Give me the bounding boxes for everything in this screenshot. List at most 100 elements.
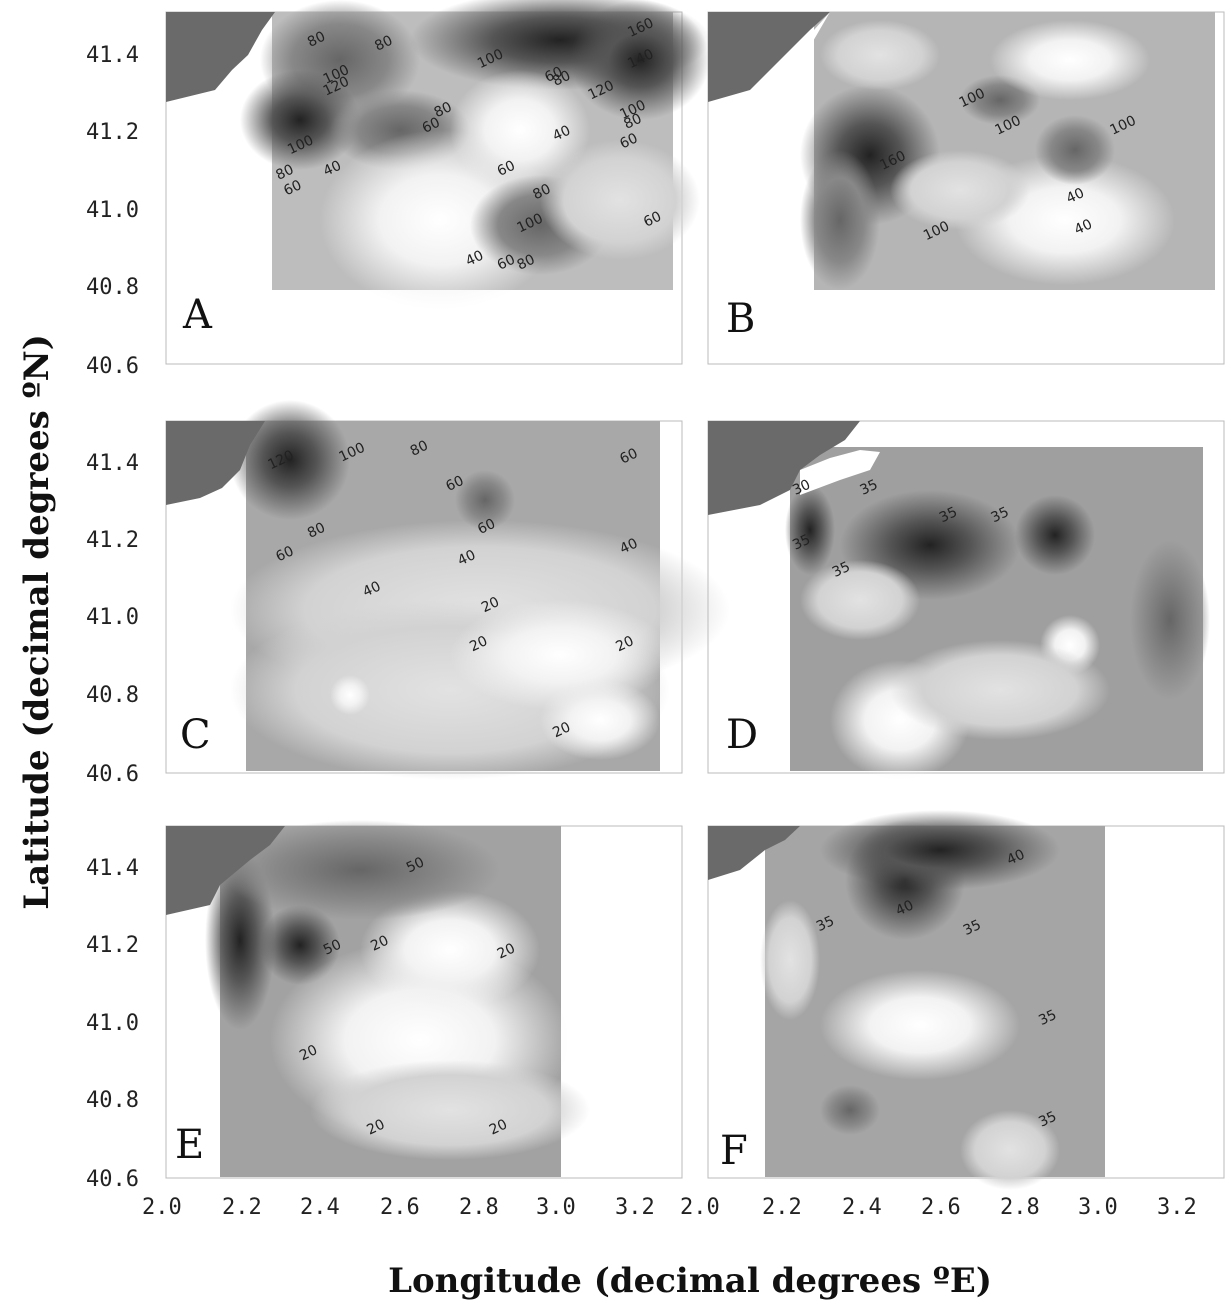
x-tick-label: 2.2	[222, 1195, 262, 1220]
panel-b-shade	[890, 150, 1030, 230]
y-tick-label: 40.6	[86, 1167, 139, 1192]
contour-label: 60	[542, 64, 565, 86]
x-tick-label: 2.4	[300, 1195, 340, 1220]
contour-label: 80	[515, 252, 538, 274]
y-tick-label: 41.4	[86, 451, 139, 476]
y-tick-label: 41.0	[86, 198, 139, 223]
panel-a	[165, 0, 710, 365]
panel-d-shade	[1130, 540, 1210, 700]
panel-d-shade	[800, 560, 920, 640]
contour-label: 40	[1064, 185, 1087, 207]
contour-label: 80	[621, 111, 644, 133]
panel-e-land	[166, 826, 285, 915]
y-tick-label: 41.4	[86, 856, 139, 881]
x-tick-label: 2.8	[459, 1195, 499, 1220]
contour-label: 35	[937, 504, 960, 526]
y-axis-title: Latitude (decimal degrees ºN)	[17, 334, 57, 910]
panel-b-shade	[820, 20, 940, 90]
x-axis-ticks: 2.0 2.2 2.4 2.6 2.8 3.0 3.2 2.0 2.2 2.4 …	[142, 1195, 1197, 1220]
contour-label: 60	[420, 115, 443, 137]
panel-f-shade	[960, 1110, 1060, 1190]
panel-c-land	[166, 421, 265, 505]
x-axis-title: Longitude (decimal degrees ºE)	[388, 1261, 992, 1301]
panel-f-shade	[820, 810, 1060, 890]
contour-label: 40	[550, 123, 573, 145]
contour-label: 20	[368, 933, 391, 955]
contour-label: 40	[1072, 216, 1095, 238]
panel-a-shade	[240, 70, 360, 170]
contour-label: 40	[617, 535, 640, 557]
x-tick-label: 3.2	[1157, 1195, 1197, 1220]
contour-label: 20	[550, 719, 573, 741]
panel-label-d: D	[726, 712, 758, 758]
y-tick-label: 40.6	[86, 354, 139, 379]
contour-label: 20	[297, 1042, 320, 1064]
contour-label: 60	[281, 177, 304, 199]
contour-label: 60	[617, 445, 640, 467]
contour-label: 35	[858, 477, 881, 499]
panel-f	[707, 810, 1225, 1190]
contour-label: 20	[487, 1116, 510, 1138]
contour-label: 35	[830, 559, 853, 581]
x-tick-label: 3.0	[536, 1195, 576, 1220]
panel-d-land	[708, 421, 860, 515]
x-tick-label: 2.0	[680, 1195, 720, 1220]
contour-label: 50	[404, 854, 427, 876]
x-tick-label: 2.0	[142, 1195, 182, 1220]
panel-label-a: A	[182, 292, 213, 338]
contour-label: 20	[467, 633, 490, 655]
contour-label: 20	[364, 1116, 387, 1138]
contour-label: 40	[321, 158, 344, 180]
contour-label: 40	[1004, 847, 1027, 869]
y-tick-label: 41.0	[86, 605, 139, 630]
panel-c-shade	[230, 400, 350, 520]
y-tick-label: 41.2	[86, 120, 139, 145]
panel-a-shade	[570, 0, 710, 120]
contour-label: 60	[443, 473, 466, 495]
contour-label: 20	[613, 633, 636, 655]
contour-label: 60	[273, 543, 296, 565]
panel-label-f: F	[720, 1128, 748, 1174]
contour-label: 35	[961, 917, 984, 939]
contour-label: 35	[1036, 1109, 1059, 1131]
contour-label: 60	[475, 516, 498, 538]
contour-label: 35	[814, 913, 837, 935]
contour-label: 60	[641, 209, 664, 231]
panel-d-shade	[1015, 495, 1095, 575]
panel-label-b: B	[726, 296, 755, 342]
x-tick-label: 3.2	[615, 1195, 655, 1220]
contour-label: 80	[273, 162, 296, 184]
panel-a-shade	[450, 70, 590, 190]
panel-c-shade	[455, 470, 515, 530]
contour-label: 20	[479, 594, 502, 616]
panel-d-shade	[890, 640, 1110, 740]
contour-label: 80	[550, 68, 573, 90]
panel-b-shade	[1035, 115, 1115, 185]
y-tick-label: 40.6	[86, 762, 139, 787]
panel-c-shade	[330, 675, 370, 715]
y-tick-label: 41.2	[86, 933, 139, 958]
y-tick-label: 41.2	[86, 528, 139, 553]
contour-label: 35	[790, 532, 813, 554]
y-tick-label: 41.0	[86, 1011, 139, 1036]
panel-a-land	[166, 12, 275, 102]
contour-label: 60	[495, 252, 518, 274]
contour-label: 80	[530, 181, 553, 203]
contour-label: 30	[790, 477, 813, 499]
panel-c	[165, 400, 730, 780]
x-tick-label: 2.6	[380, 1195, 420, 1220]
contour-label: 40	[455, 547, 478, 569]
panel-e-shade	[260, 905, 340, 985]
panel-d-coast-fill	[800, 450, 880, 495]
y-tick-label: 40.8	[86, 683, 139, 708]
contour-label: 50	[321, 937, 344, 959]
contour-label: 35	[989, 504, 1012, 526]
contour-label: 20	[495, 940, 518, 962]
panel-b	[707, 11, 1225, 365]
x-tick-label: 3.0	[1078, 1195, 1118, 1220]
panel-d-frame	[707, 420, 1225, 774]
x-tick-label: 2.6	[921, 1195, 961, 1220]
contour-label: 40	[360, 578, 383, 600]
